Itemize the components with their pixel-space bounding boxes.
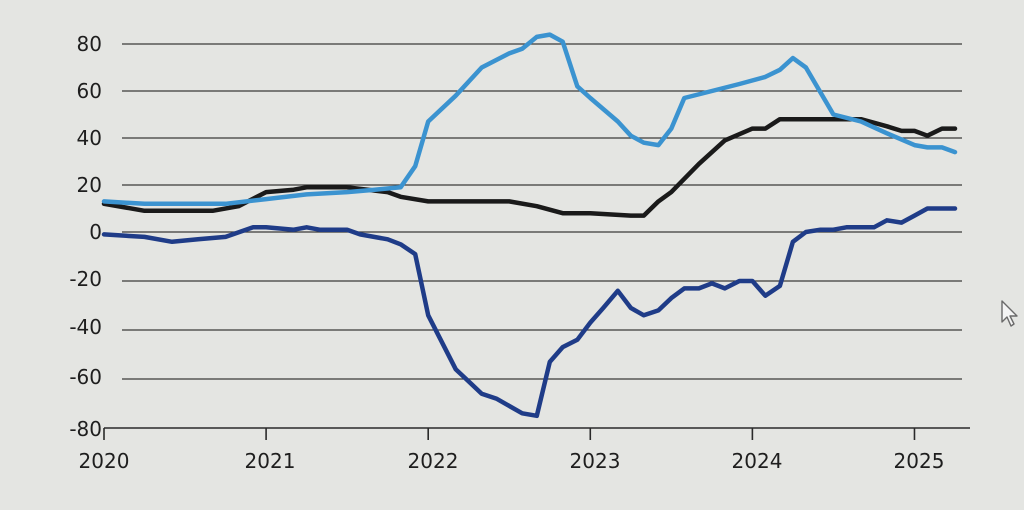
x-tick-label: 2024 [732,449,783,473]
x-tick-label: 2025 [894,449,945,473]
x-tick-label: 2021 [245,449,296,473]
x-tick-label: 2020 [79,449,130,473]
y-tick-labels: 80 60 40 20 0 -20 -40 -60 -80 [69,32,102,441]
series-line-2 [101,32,958,207]
y-tick-label: -20 [69,267,102,291]
series-line-1 [101,116,958,218]
series-group [101,32,958,419]
y-tick-label: -40 [69,315,102,339]
y-tick-label: 40 [77,126,102,150]
mouse-pointer-icon [1001,300,1018,327]
x-tick-label: 2023 [570,449,621,473]
x-axis [103,427,970,440]
y-tick-label: 20 [77,173,102,197]
x-tick-labels: 2020 2021 2022 2023 2024 2025 [79,449,945,473]
x-tick-label: 2022 [408,449,459,473]
y-tick-label: -60 [69,365,102,389]
y-tick-label: -80 [69,417,102,441]
y-tick-label: 0 [89,220,102,244]
series-line-3 [101,206,958,419]
gridlines [122,43,962,380]
y-tick-label: 60 [77,79,102,103]
y-tick-label: 80 [77,32,102,56]
